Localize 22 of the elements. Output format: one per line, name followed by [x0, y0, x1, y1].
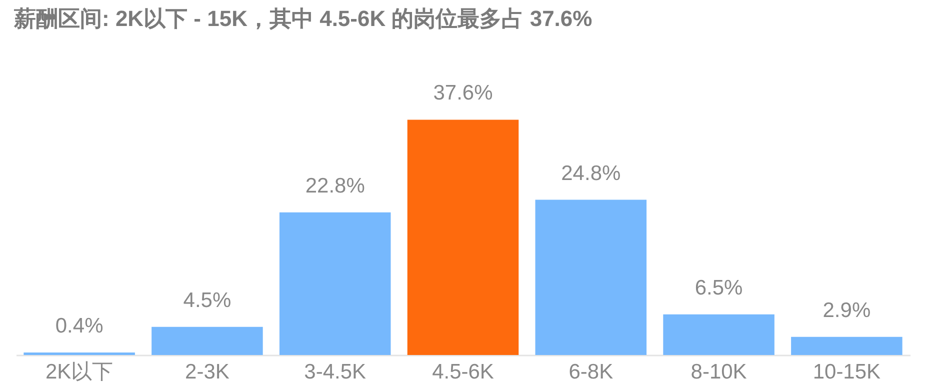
data-label: 22.8%	[305, 174, 365, 198]
x-tick-label: 3-4.5K	[304, 360, 366, 384]
bar	[791, 336, 902, 355]
data-label: 0.4%	[55, 314, 104, 338]
bar	[152, 326, 263, 355]
x-tick-label: 2-3K	[185, 360, 230, 384]
x-tick-label: 2K以下	[45, 360, 114, 384]
x-tick-label: 6-8K	[568, 360, 614, 384]
bar	[663, 314, 774, 355]
data-label: 2.9%	[822, 298, 871, 322]
x-tick-label: 4.5-6K	[432, 360, 494, 384]
x-tick-label: 10-15K	[812, 360, 881, 384]
bar	[279, 212, 391, 355]
data-label: 6.5%	[694, 276, 743, 300]
bar	[407, 120, 519, 355]
bar	[24, 352, 135, 355]
chart-title: 薪酬区间: 2K以下 - 15K，其中 4.5-6K 的岗位最多占 37.6%	[13, 6, 592, 31]
data-label: 4.5%	[183, 288, 232, 312]
data-label: 37.6%	[433, 82, 493, 105]
bar	[535, 200, 647, 355]
data-label: 24.8%	[561, 162, 621, 185]
x-tick-label: 8-10K	[690, 360, 747, 384]
